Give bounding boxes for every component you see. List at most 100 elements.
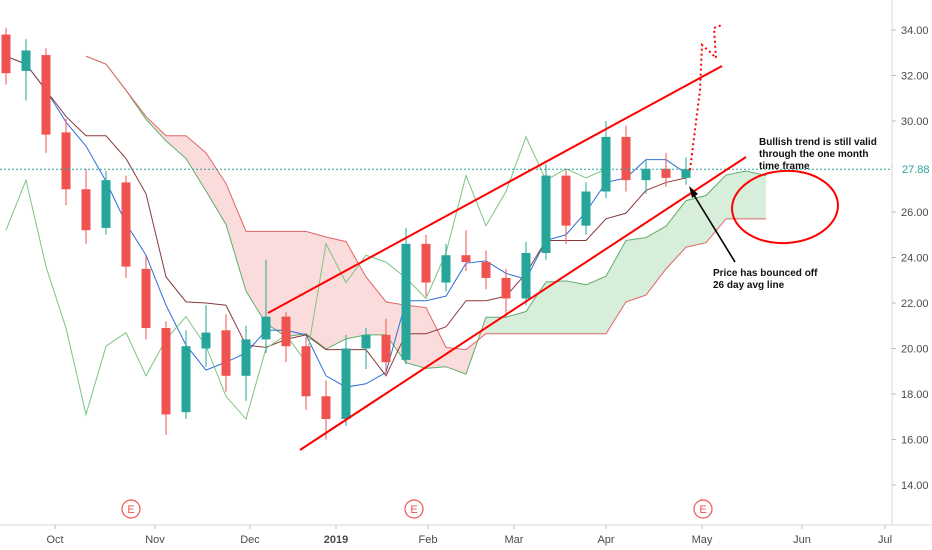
candle[interactable] (201, 305, 211, 367)
candle-body (461, 255, 471, 263)
bounce-arrow-head (689, 186, 698, 198)
candle[interactable] (221, 314, 231, 392)
candle-body (201, 332, 211, 349)
candle[interactable] (641, 159, 651, 194)
cloud-segment (326, 237, 346, 350)
time-axis[interactable]: Oct Nov Dec 2019 Feb Mar Apr May Jun Jul (46, 525, 892, 546)
cloud-segment (246, 231, 266, 324)
cloud-segment (306, 231, 326, 350)
candle-body (101, 180, 111, 228)
candle[interactable] (441, 243, 451, 292)
candle-body (261, 316, 271, 340)
bullish-note-line1: Bullish trend is still valid (759, 137, 877, 148)
earnings-marker-may[interactable]: E (693, 499, 713, 519)
candle-body (141, 268, 151, 329)
y-tick-label: 26.00 (901, 207, 929, 219)
candle-body (21, 50, 31, 71)
y-tick-label: 18.00 (901, 389, 929, 401)
candle[interactable] (161, 321, 171, 435)
candle-body (621, 136, 631, 181)
candle[interactable] (401, 227, 411, 365)
cloud-segment (666, 200, 686, 269)
candle[interactable] (561, 168, 571, 244)
candle[interactable] (121, 175, 131, 278)
current-price-value: 27.88 (902, 164, 930, 176)
bullish-note-line3: time frame (759, 161, 810, 172)
candle[interactable] (421, 234, 431, 297)
candle[interactable] (361, 328, 371, 369)
candle[interactable] (381, 318, 391, 374)
cloud-segment (646, 226, 666, 296)
candle[interactable] (541, 164, 551, 260)
candle-body (401, 243, 411, 360)
bullish-note-line2: through the one month (759, 149, 868, 160)
y-tick-label: 22.00 (901, 298, 929, 310)
x-tick-label: 2019 (324, 534, 348, 546)
candle-body (481, 262, 491, 278)
candle[interactable] (481, 250, 491, 290)
candle[interactable] (661, 152, 671, 187)
earnings-marker-label: E (699, 504, 706, 516)
cloud-segment (526, 281, 546, 334)
cloud-segment (226, 183, 246, 292)
candle[interactable] (301, 337, 311, 410)
candle-body (341, 348, 351, 420)
y-tick-label: 14.00 (901, 480, 929, 492)
earnings-marker-feb[interactable]: E (404, 499, 424, 519)
cloud-segment (506, 311, 526, 334)
cloud-segment (706, 175, 726, 243)
candle[interactable] (621, 125, 631, 192)
earnings-marker-label: E (127, 504, 134, 516)
projection-path (689, 24, 723, 171)
cloud-segment (486, 317, 506, 334)
candle[interactable] (61, 118, 71, 206)
candle[interactable] (101, 171, 111, 235)
candle[interactable] (681, 157, 691, 185)
price-axis[interactable]: 14.0016.0018.0020.0022.0024.0026.0028.00… (892, 25, 929, 492)
candle[interactable] (241, 325, 251, 401)
candle-body (221, 330, 231, 376)
candle-body (561, 175, 571, 226)
candle-body (441, 255, 451, 283)
cloud-segment (366, 276, 386, 335)
candle[interactable] (501, 268, 511, 317)
candle[interactable] (141, 255, 151, 340)
candle-body (581, 191, 591, 226)
candle-body (181, 346, 191, 413)
x-tick-label: May (692, 534, 713, 546)
candle[interactable] (181, 330, 191, 420)
candle-body (301, 346, 311, 397)
candle[interactable] (461, 230, 471, 272)
cloud-segment (606, 240, 626, 334)
candle-body (161, 328, 171, 415)
candle-body (421, 243, 431, 283)
candle-body (641, 168, 651, 181)
x-tick-label: Feb (419, 534, 438, 546)
cloud-segment (206, 152, 226, 225)
candle[interactable] (601, 121, 611, 199)
candle[interactable] (341, 334, 351, 426)
cloud-segment (166, 135, 186, 159)
candle[interactable] (261, 259, 271, 354)
candle[interactable] (581, 182, 591, 235)
y-tick-label: 32.00 (901, 71, 929, 83)
cloud-segment (186, 135, 206, 191)
earnings-marker-nov[interactable]: E (121, 499, 141, 519)
x-tick-label: Oct (46, 534, 63, 546)
x-tick-label: Jun (793, 534, 811, 546)
candle[interactable] (521, 241, 531, 306)
candlestick-series (1, 27, 691, 440)
candle[interactable] (21, 39, 31, 101)
candle[interactable] (1, 27, 11, 85)
candle-body (61, 132, 71, 190)
candle[interactable] (281, 312, 291, 363)
candle-body (381, 334, 391, 363)
candle[interactable] (321, 380, 331, 440)
candle[interactable] (81, 168, 91, 244)
x-tick-label: Apr (597, 534, 614, 546)
candle-body (521, 252, 531, 299)
candle[interactable] (41, 48, 51, 153)
bounce-note-line1: Price has bounced off (713, 268, 818, 279)
candle-body (41, 55, 51, 135)
candle-body (121, 182, 131, 267)
